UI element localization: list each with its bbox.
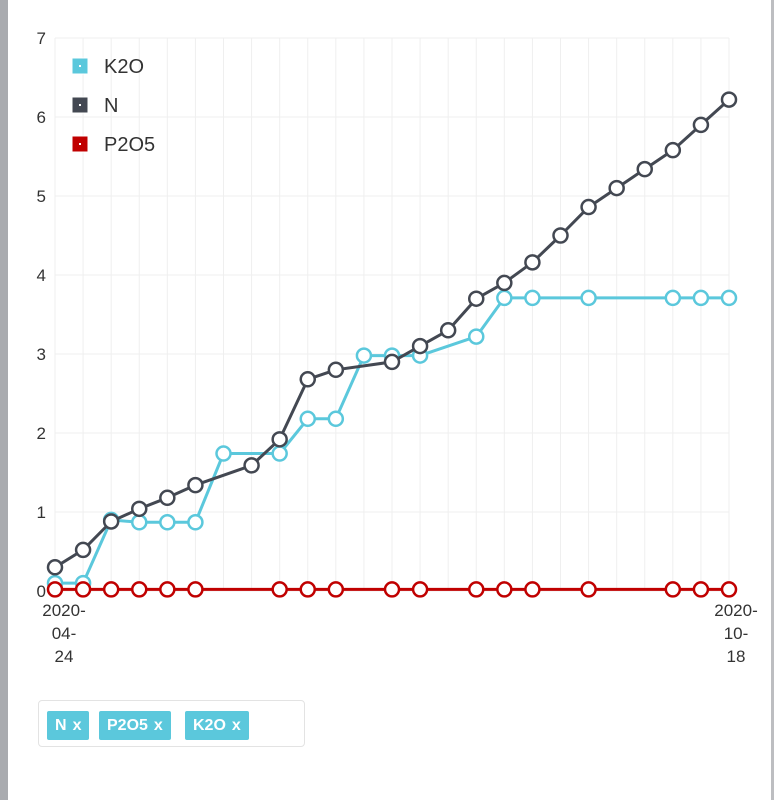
data-point-k2o <box>692 289 710 307</box>
data-point-p2o5 <box>102 581 120 598</box>
y-tick-label: 1 <box>37 503 46 522</box>
data-point-n <box>159 489 176 507</box>
data-point-k2o <box>664 289 682 307</box>
data-point-p2o5 <box>524 581 541 598</box>
data-point-k2o <box>299 410 316 428</box>
filter-tag-label: N <box>55 717 67 734</box>
x-start-label: 2020- <box>42 601 85 620</box>
x-axis-labels: 2020- 04- 24 2020- 10- 18 <box>42 601 757 666</box>
y-tick-label: 2 <box>37 424 46 443</box>
data-point-p2o5 <box>468 581 485 598</box>
y-tick-label: 7 <box>37 29 46 48</box>
chart-grid <box>54 37 730 592</box>
data-point-n <box>102 513 120 530</box>
data-point-k2o <box>215 445 232 462</box>
data-point-p2o5 <box>664 581 682 598</box>
y-axis-ticks: 0 1 2 3 4 5 6 7 <box>37 29 46 601</box>
data-point-n <box>524 254 541 271</box>
legend-label: N <box>104 95 118 117</box>
remove-tag-icon[interactable]: x <box>153 717 163 734</box>
right-border <box>771 0 774 800</box>
data-point-p2o5 <box>327 581 345 598</box>
filter-tag-label: K2O <box>193 717 226 734</box>
nutrient-line-chart: 0 1 2 3 4 5 6 7 2020- 04- 24 2020- 10- 18 K2O N P2O5 <box>37 29 758 666</box>
y-tick-label: 6 <box>37 108 46 127</box>
data-point-p2o5 <box>383 581 401 598</box>
x-end-label: 18 <box>727 647 746 666</box>
y-tick-label: 0 <box>37 582 46 601</box>
data-point-p2o5 <box>159 581 176 598</box>
data-point-p2o5 <box>131 581 148 598</box>
data-point-p2o5 <box>46 581 64 598</box>
data-point-k2o <box>355 347 373 364</box>
data-point-n <box>271 431 288 448</box>
data-point-p2o5 <box>271 581 288 598</box>
data-point-p2o5 <box>692 581 710 598</box>
chart-legend: K2O N P2O5 <box>71 56 155 156</box>
legend-swatch-dot <box>79 104 81 106</box>
y-tick-label: 3 <box>37 345 46 364</box>
data-point-n <box>131 500 148 518</box>
legend-label: K2O <box>104 56 144 78</box>
data-point-n <box>383 353 401 371</box>
data-point-p2o5 <box>580 581 597 598</box>
data-point-p2o5 <box>299 581 316 598</box>
x-end-label: 2020- <box>714 601 757 620</box>
data-point-k2o <box>327 410 345 428</box>
data-point-n <box>664 141 682 159</box>
data-point-n <box>580 198 597 216</box>
data-point-k2o <box>187 514 204 531</box>
data-point-k2o <box>271 445 288 462</box>
data-point-n <box>692 116 710 134</box>
data-point-n <box>496 274 513 292</box>
data-point-n <box>411 337 429 355</box>
y-tick-label: 4 <box>37 266 46 285</box>
legend-swatch-dot <box>79 65 81 67</box>
data-point-n <box>439 322 457 339</box>
data-point-p2o5 <box>720 581 738 598</box>
data-point-n <box>720 91 738 108</box>
x-end-label: 10- <box>724 624 749 643</box>
data-point-p2o5 <box>411 581 429 598</box>
data-point-k2o <box>159 514 176 531</box>
data-point-p2o5 <box>74 581 92 598</box>
y-tick-label: 5 <box>37 187 46 206</box>
data-point-k2o <box>524 289 541 307</box>
data-point-n <box>468 290 485 307</box>
data-point-n <box>327 361 345 379</box>
data-point-p2o5 <box>187 581 204 598</box>
left-border <box>0 0 8 800</box>
data-point-n <box>299 371 316 388</box>
data-point-n <box>552 227 569 244</box>
data-point-k2o <box>468 328 485 345</box>
data-point-k2o <box>720 289 738 307</box>
filter-tag-label: P2O5 <box>107 717 148 734</box>
data-point-n <box>608 179 625 197</box>
legend-label: P2O5 <box>104 134 155 156</box>
data-point-k2o <box>131 514 148 531</box>
remove-tag-icon[interactable]: x <box>72 717 82 734</box>
data-point-n <box>46 559 64 576</box>
x-start-label: 04- <box>52 624 77 643</box>
data-point-p2o5 <box>496 581 513 598</box>
x-start-label: 24 <box>55 647 74 666</box>
data-point-n <box>74 541 92 559</box>
data-point-n <box>243 457 260 474</box>
data-point-k2o <box>496 289 513 307</box>
data-point-n <box>636 160 653 178</box>
data-point-n <box>187 476 204 494</box>
chart-series <box>46 91 738 598</box>
filter-tag-p2o5[interactable]: P2O5 x <box>99 711 171 740</box>
data-point-k2o <box>580 289 597 307</box>
filter-tag-k2o[interactable]: K2O x <box>185 711 249 740</box>
legend-swatch-dot <box>79 143 81 145</box>
remove-tag-icon[interactable]: x <box>231 717 241 734</box>
